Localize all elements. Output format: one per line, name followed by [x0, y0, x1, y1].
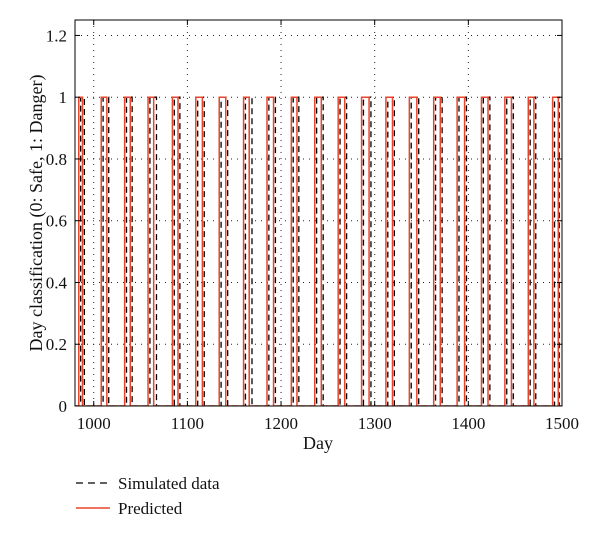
series-layer [75, 96, 562, 406]
x-tick-label: 1000 [77, 414, 111, 433]
legend-label-simulated: Simulated data [118, 474, 220, 493]
y-tick-label: 0.4 [46, 273, 68, 292]
plot-frame [74, 19, 563, 407]
y-tick-label: 0.8 [46, 150, 67, 169]
legend-label-predicted: Predicted [118, 499, 183, 518]
y-tick-label: 0 [59, 397, 68, 416]
x-tick-label: 1100 [171, 414, 204, 433]
series-line-predicted [75, 96, 562, 406]
x-tick-label: 1500 [545, 414, 579, 433]
grid [75, 20, 562, 406]
y-tick-label: 1 [59, 88, 68, 107]
x-axis-title: Day [303, 433, 333, 453]
y-axis-title: Day classification (0: Safe, 1: Danger) [26, 75, 47, 352]
y-tick-label: 0.6 [46, 212, 67, 231]
y-tick-label: 1.2 [46, 26, 67, 45]
series-line-simulated [75, 96, 562, 406]
x-tick-label: 1300 [358, 414, 392, 433]
axis-ticks: 1000 1100 1200 1300 1400 1500 0 0.2 0.4 0.6 0.8 1 1.… [46, 20, 579, 433]
x-tick-label: 1400 [451, 414, 485, 433]
x-tick-label: 1200 [264, 414, 298, 433]
legend: Simulated data Predicted [76, 474, 220, 518]
y-tick-label: 0.2 [46, 335, 67, 354]
